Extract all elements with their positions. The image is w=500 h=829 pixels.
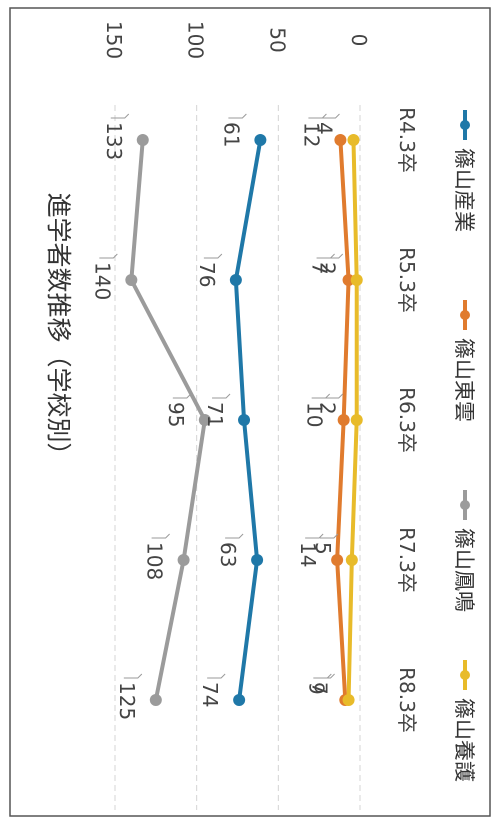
data-label: 2 [316, 402, 340, 415]
y-tick-label: 50 [265, 27, 289, 52]
data-point [149, 694, 162, 706]
label-leader [225, 533, 244, 539]
legend-swatch-marker [460, 670, 470, 680]
data-point [337, 414, 350, 426]
label-leader [99, 253, 118, 259]
series-lines [125, 134, 363, 706]
data-point [198, 414, 211, 426]
label-leader [305, 533, 324, 539]
chart-rotated-group: 進学者数推移（学校別） 0 50 100 150 R4.3卒 R5.3卒 R6.3卒 R7.… [44, 21, 476, 810]
y-axis-ticks: 0 50 100 150 [102, 21, 371, 59]
data-point [331, 554, 344, 566]
legend-label: 篠山鳳鳴 [452, 528, 476, 612]
label-leader [324, 393, 344, 399]
data-label: 76 [195, 262, 219, 287]
x-tick-label: R7.3卒 [395, 527, 419, 593]
data-label: 4 [312, 122, 336, 135]
x-tick-label: R4.3卒 [395, 107, 419, 173]
chart-title: 進学者数推移（学校別） [44, 192, 73, 467]
data-label: 2 [316, 262, 340, 275]
data-label: 95 [164, 402, 188, 427]
data-label: 63 [216, 542, 240, 567]
legend-label: 篠山産業 [452, 148, 476, 232]
label-leader [316, 673, 335, 679]
data-point [233, 694, 246, 706]
legend-swatch-marker [460, 120, 470, 130]
legend-swatch-marker [460, 500, 470, 510]
data-point [251, 554, 264, 566]
data-point [254, 134, 267, 146]
data-label: 71 [203, 402, 227, 427]
data-point [350, 414, 363, 426]
data-label: 133 [102, 122, 126, 160]
data-labels: 61 76 71 63 74 12 7 10 14 9 133 140 95 108 125 4 2 2 5 7 [90, 113, 344, 720]
data-point [177, 554, 190, 566]
data-label: 10 [303, 402, 327, 427]
data-point [229, 274, 242, 286]
label-leader [110, 113, 130, 119]
label-leader [319, 533, 339, 539]
label-leader [212, 393, 231, 399]
y-tick-label: 0 [347, 34, 371, 47]
data-label: 9 [304, 682, 328, 695]
label-leader [151, 533, 170, 539]
data-point [125, 274, 138, 286]
data-label: 140 [90, 262, 114, 300]
data-point [136, 134, 149, 146]
grid-lines [114, 105, 361, 810]
label-leader [207, 673, 226, 679]
x-axis-ticks: R4.3卒 R5.3卒 R6.3卒 R7.3卒 R8.3卒 [395, 107, 419, 733]
data-point [350, 274, 363, 286]
data-label: 5 [311, 542, 335, 555]
data-point [334, 134, 347, 146]
legend-label: 篠山養護 [452, 698, 476, 782]
data-label: 7 [308, 682, 332, 695]
y-tick-label: 150 [102, 21, 126, 59]
y-tick-label: 100 [184, 21, 208, 59]
data-label: 125 [115, 682, 139, 720]
data-point [238, 414, 251, 426]
data-point [345, 554, 358, 566]
data-label: 14 [296, 542, 320, 567]
x-tick-label: R8.3卒 [395, 667, 419, 733]
data-label: 7 [308, 262, 332, 275]
label-leader [203, 253, 223, 259]
label-leader [321, 113, 340, 119]
data-label: 108 [143, 542, 167, 580]
label-leader [123, 673, 143, 679]
x-tick-label: R5.3卒 [395, 247, 419, 313]
data-label: 74 [198, 682, 222, 707]
label-leader [324, 253, 344, 259]
label-leader [172, 393, 192, 399]
chart-border [9, 7, 491, 817]
legend-label: 篠山東雲 [452, 338, 476, 422]
legend-swatch-marker [460, 310, 470, 320]
data-label: 12 [299, 122, 323, 147]
x-tick-label: R6.3卒 [395, 387, 419, 453]
data-label: 61 [219, 122, 243, 147]
label-leader [228, 113, 247, 119]
data-point [342, 694, 355, 706]
data-point [347, 134, 360, 146]
